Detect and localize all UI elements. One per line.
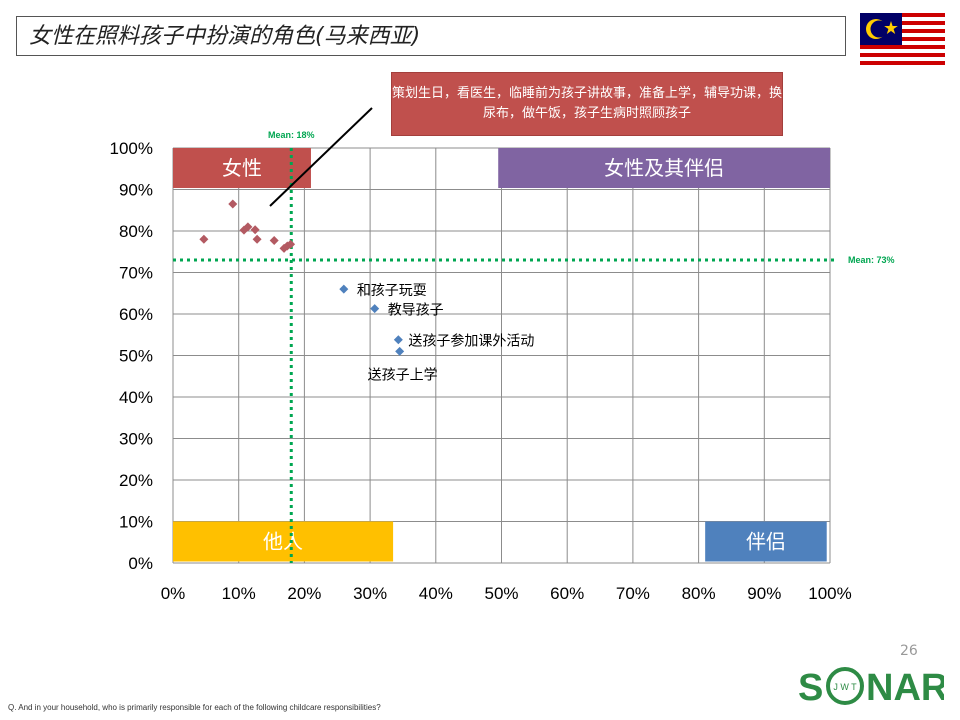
data-point <box>269 236 279 246</box>
x-tick-label: 40% <box>419 584 453 603</box>
x-tick-label: 80% <box>682 584 716 603</box>
data-point <box>250 225 260 235</box>
y-tick-label: 90% <box>119 181 153 200</box>
mean-x-label: Mean: 18% <box>268 130 315 140</box>
x-tick-label: 30% <box>353 584 387 603</box>
y-tick-label: 100% <box>110 139 153 158</box>
x-tick-label: 0% <box>161 584 186 603</box>
page-number: 26 <box>900 643 918 659</box>
data-point <box>395 346 405 356</box>
y-tick-label: 60% <box>119 305 153 324</box>
y-tick-label: 40% <box>119 388 153 407</box>
logo-nar: NAR <box>866 667 944 708</box>
data-point <box>243 222 253 232</box>
data-point-label: 送孩子参加课外活动 <box>408 333 534 350</box>
quadrant-both-label: 女性及其伴侣 <box>604 156 724 180</box>
x-tick-label: 90% <box>747 584 781 603</box>
data-point <box>370 304 380 314</box>
callout-box: 策划生日，看医生，临睡前为孩子讲故事，准备上学，辅导功课，换尿布，做午饭，孩子生… <box>391 72 783 136</box>
data-point <box>286 239 296 249</box>
x-tick-label: 70% <box>616 584 650 603</box>
sonar-logo: S J W T NAR <box>798 667 944 708</box>
quadrant-both-label-box <box>498 148 830 188</box>
data-point-label: 和孩子玩耍 <box>357 283 427 299</box>
quadrant-women-label: 女性 <box>222 156 262 180</box>
y-tick-label: 80% <box>119 222 153 241</box>
y-tick-label: 70% <box>119 264 153 283</box>
data-point-label: 教导孩子 <box>388 303 444 319</box>
malaysia-flag-icon <box>860 13 945 69</box>
y-tick-label: 0% <box>128 554 153 573</box>
x-tick-label: 50% <box>484 584 518 603</box>
y-tick-label: 50% <box>119 347 153 366</box>
quadrant-women-label-box <box>173 148 311 188</box>
mean-y-label: Mean: 73% <box>848 255 895 265</box>
slide-title: 女性在照料孩子中扮演的角色(马来西亚) <box>16 16 846 56</box>
quadrant-others-label-box <box>173 521 394 562</box>
footnote: Q. And in your household, who is primari… <box>8 703 381 712</box>
y-tick-label: 10% <box>119 513 153 532</box>
data-point <box>228 199 238 209</box>
quadrant-partner-label-box <box>705 521 827 562</box>
quadrant-partner-label: 伴侣 <box>746 530 786 554</box>
data-point <box>252 234 262 244</box>
callout-pointer-line <box>269 107 373 207</box>
data-point-label: 送孩子上学 <box>368 367 438 383</box>
data-point <box>393 335 403 345</box>
logo-s: S <box>798 667 823 708</box>
y-tick-label: 20% <box>119 471 153 490</box>
data-point <box>339 284 349 294</box>
x-tick-label: 60% <box>550 584 584 603</box>
x-tick-label: 10% <box>222 584 256 603</box>
data-point <box>199 234 209 244</box>
x-tick-label: 20% <box>287 584 321 603</box>
logo-jwt: J W T <box>833 682 857 692</box>
quadrant-others-label: 他人 <box>263 530 303 554</box>
y-tick-label: 30% <box>119 430 153 449</box>
x-tick-label: 100% <box>808 584 851 603</box>
